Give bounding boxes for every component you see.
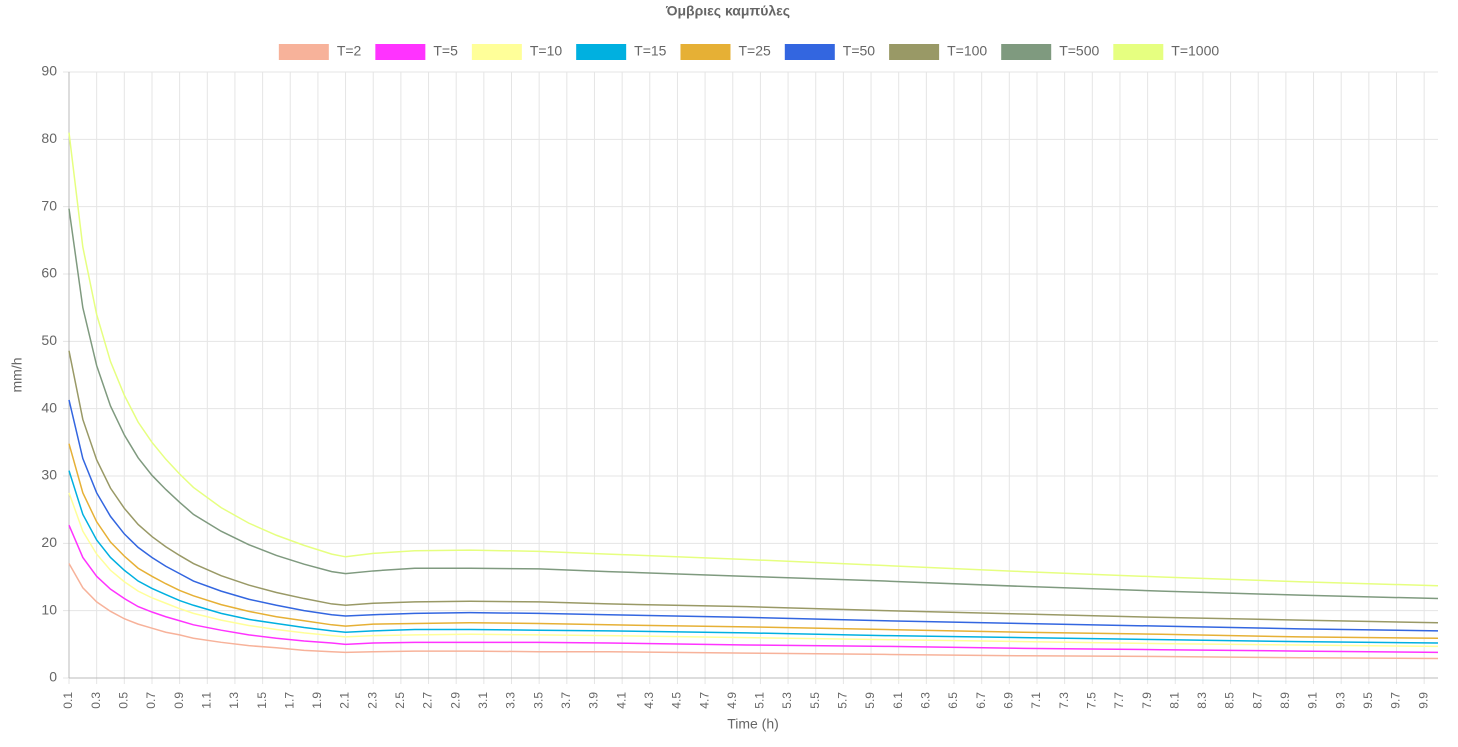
x-tick-label: 8.9 xyxy=(1278,692,1292,709)
x-tick-label: 5.5 xyxy=(808,692,822,709)
series-line xyxy=(68,132,1439,587)
x-tick-label: 2.3 xyxy=(365,692,379,709)
x-tick-label: 2.7 xyxy=(421,692,435,709)
y-tick-label: 0 xyxy=(49,669,57,685)
x-tick-label: 3.7 xyxy=(559,692,573,709)
x-tick-label: 0.1 xyxy=(61,692,75,709)
x-tick-label: 6.5 xyxy=(946,692,960,709)
legend-label[interactable]: T=10 xyxy=(530,43,563,59)
x-tick-label: 1.1 xyxy=(199,692,213,709)
x-tick-label: 9.1 xyxy=(1306,692,1320,709)
legend-swatch[interactable] xyxy=(375,44,426,60)
y-tick-label: 40 xyxy=(41,399,57,415)
legend-swatch[interactable] xyxy=(576,44,627,60)
y-tick-label: 60 xyxy=(41,265,57,281)
x-tick-label: 5.3 xyxy=(780,692,794,709)
x-tick-label: 9.9 xyxy=(1416,692,1430,709)
legend-swatch[interactable] xyxy=(471,44,522,60)
x-tick-label: 6.7 xyxy=(974,692,988,709)
grid: 0 10 20 30 40 50 60 70 80 90 0.1 0.3 0.5 0.7 0.9 1.1 1.3… xyxy=(41,63,1438,709)
x-tick-label: 8.1 xyxy=(1167,692,1181,709)
x-tick-label: 7.5 xyxy=(1084,692,1098,709)
x-tick-label: 3.1 xyxy=(476,692,490,709)
x-tick-label: 2.9 xyxy=(448,692,462,709)
y-tick-label: 20 xyxy=(41,534,57,550)
y-tick-label: 70 xyxy=(41,197,57,213)
x-tick-label: 7.1 xyxy=(1029,692,1043,709)
x-tick-label: 7.7 xyxy=(1112,692,1126,709)
plot-area xyxy=(68,132,1439,660)
x-tick-label: 4.3 xyxy=(642,692,656,709)
legend-swatch[interactable] xyxy=(680,44,731,60)
x-tick-label: 3.5 xyxy=(531,692,545,709)
legend-label[interactable]: T=100 xyxy=(947,43,987,59)
x-tick-label: 8.7 xyxy=(1250,692,1264,709)
x-tick-label: 9.3 xyxy=(1333,692,1347,709)
x-tick-label: 7.9 xyxy=(1140,692,1154,709)
legend: T=2 T=5 T=10 T=15 T=25 T=50 T=100 T=500 T=1000 xyxy=(278,43,1219,60)
x-tick-label: 4.1 xyxy=(614,692,628,709)
y-tick-label: 30 xyxy=(41,467,57,483)
legend-swatch[interactable] xyxy=(889,44,940,60)
legend-swatch[interactable] xyxy=(1113,44,1164,60)
legend-label[interactable]: T=25 xyxy=(738,43,771,59)
x-tick-label: 3.3 xyxy=(504,692,518,709)
x-tick-label: 9.5 xyxy=(1361,692,1375,709)
x-tick-label: 5.7 xyxy=(836,692,850,709)
x-tick-label: 5.9 xyxy=(863,692,877,709)
x-tick-label: 7.3 xyxy=(1057,692,1071,709)
x-tick-label: 4.9 xyxy=(725,692,739,709)
x-tick-label: 6.3 xyxy=(919,692,933,709)
x-tick-label: 0.3 xyxy=(89,692,103,709)
series-line xyxy=(68,399,1439,632)
x-tick-label: 0.5 xyxy=(116,692,130,709)
x-tick-label: 0.7 xyxy=(144,692,158,709)
series-line xyxy=(68,492,1439,648)
legend-label[interactable]: T=1000 xyxy=(1171,43,1219,59)
x-tick-label: 1.7 xyxy=(282,692,296,709)
x-tick-label: 6.1 xyxy=(891,692,905,709)
x-tick-label: 0.9 xyxy=(172,692,186,709)
series-line xyxy=(68,350,1439,624)
x-tick-label: 2.5 xyxy=(393,692,407,709)
x-tick-label: 1.3 xyxy=(227,692,241,709)
legend-swatch[interactable] xyxy=(1001,44,1052,60)
x-tick-label: 8.3 xyxy=(1195,692,1209,709)
series-line xyxy=(68,524,1439,654)
legend-swatch[interactable] xyxy=(278,44,329,60)
x-tick-label: 9.7 xyxy=(1389,692,1403,709)
x-tick-label: 1.9 xyxy=(310,692,324,709)
y-tick-label: 90 xyxy=(41,63,57,79)
x-tick-label: 2.1 xyxy=(338,692,352,709)
y-tick-label: 50 xyxy=(41,332,57,348)
legend-label[interactable]: T=5 xyxy=(433,43,458,59)
x-tick-label: 3.9 xyxy=(587,692,601,709)
series-line xyxy=(68,208,1439,600)
series-line xyxy=(68,470,1439,644)
x-tick-label: 5.1 xyxy=(753,692,767,709)
legend-label[interactable]: T=15 xyxy=(634,43,667,59)
series-line xyxy=(68,563,1439,660)
x-tick-label: 6.9 xyxy=(1001,692,1015,709)
series-line xyxy=(68,443,1439,640)
legend-swatch[interactable] xyxy=(784,44,835,60)
y-tick-label: 80 xyxy=(41,130,57,146)
y-tick-label: 10 xyxy=(41,601,57,617)
x-tick-label: 4.7 xyxy=(697,692,711,709)
x-tick-label: 4.5 xyxy=(670,692,684,709)
legend-label[interactable]: T=500 xyxy=(1059,43,1099,59)
x-tick-label: 1.5 xyxy=(255,692,269,709)
legend-label[interactable]: T=50 xyxy=(843,43,876,59)
x-axis-label: Time (h) xyxy=(727,716,779,732)
legend-label[interactable]: T=2 xyxy=(337,43,362,59)
x-tick-label: 8.5 xyxy=(1223,692,1237,709)
chart-title: Όμβριες καμπύλες xyxy=(665,3,790,19)
y-axis-label: mm/h xyxy=(9,358,25,393)
